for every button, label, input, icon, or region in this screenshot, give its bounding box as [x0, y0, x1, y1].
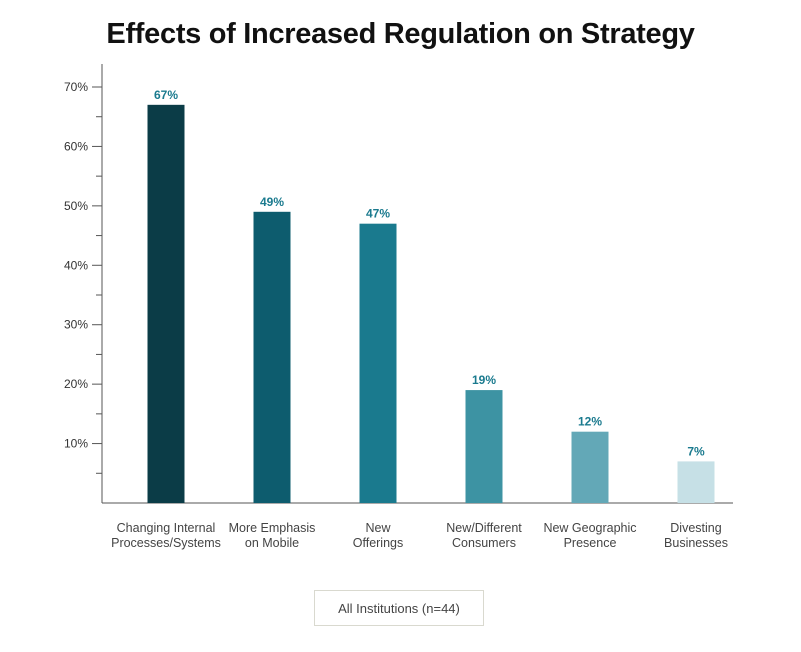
x-category-label: Divesting — [670, 521, 721, 535]
bar-value-label: 47% — [366, 207, 390, 221]
x-category-label: Consumers — [452, 536, 516, 550]
y-tick-label: 70% — [64, 80, 88, 94]
bar — [677, 461, 715, 503]
x-category-label: Businesses — [664, 536, 728, 550]
y-tick-label: 30% — [64, 318, 88, 332]
bar-value-label: 67% — [154, 88, 178, 102]
y-tick-label: 50% — [64, 199, 88, 213]
bar-value-label: 49% — [260, 195, 284, 209]
bar-value-label: 19% — [472, 373, 496, 387]
bar — [359, 223, 397, 503]
x-category-label: New — [365, 521, 391, 535]
bar-value-label: 7% — [687, 444, 705, 458]
y-tick-label: 10% — [64, 437, 88, 451]
x-category-label: Processes/Systems — [111, 536, 221, 550]
y-tick-label: 20% — [64, 377, 88, 391]
x-category-label: Changing Internal — [117, 521, 216, 535]
y-tick-label: 40% — [64, 258, 88, 272]
axes: 10% 20% 30% 40% 50% 60% 70% — [64, 64, 733, 504]
x-category-label: Offerings — [353, 536, 404, 550]
x-category-label: More Emphasis — [229, 521, 316, 535]
bar-value-label: 12% — [578, 415, 602, 429]
bars — [147, 104, 715, 504]
x-category-label: New/Different — [446, 521, 522, 535]
legend-button[interactable]: All Institutions (n=44) — [314, 590, 484, 626]
bar — [253, 211, 291, 504]
bar — [147, 104, 185, 503]
x-category-label: Presence — [564, 536, 617, 550]
chart-title: Effects of Increased Regulation on Strat… — [106, 18, 695, 50]
bar — [465, 390, 503, 503]
y-tick-label: 60% — [64, 139, 88, 153]
x-category-label: New Geographic — [543, 521, 636, 535]
x-category-label: on Mobile — [245, 536, 299, 550]
bar — [571, 431, 609, 503]
